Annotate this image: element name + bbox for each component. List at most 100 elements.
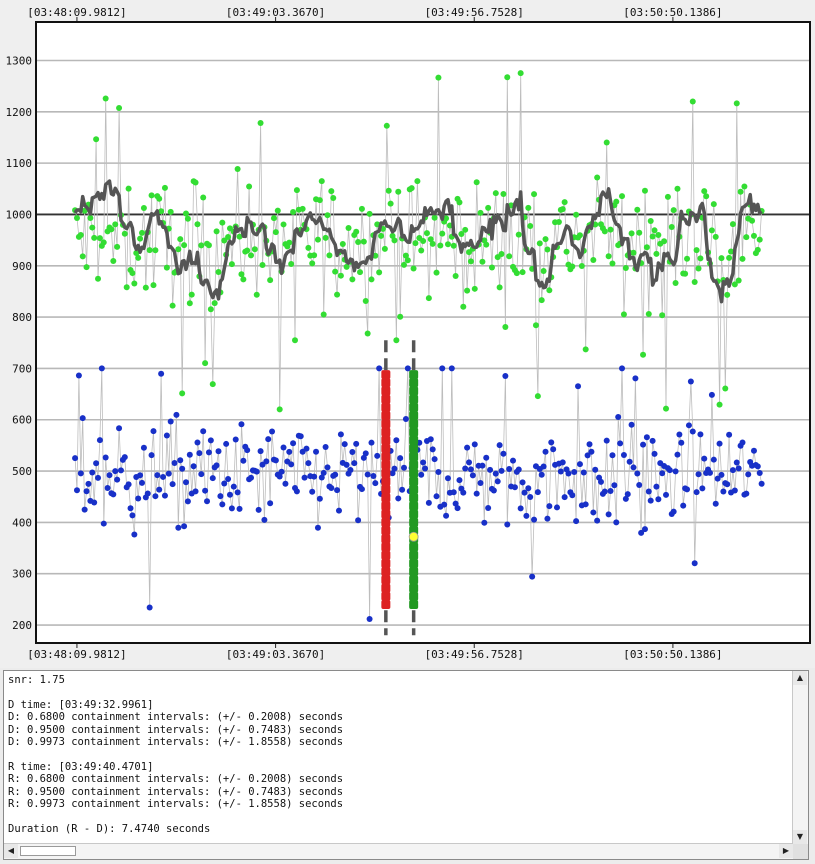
horizontal-scroll-thumb[interactable] [20, 846, 76, 856]
green-series-point [601, 228, 608, 235]
blue-series-point [288, 461, 295, 468]
green-series-point [649, 233, 656, 240]
blue-series-point [714, 475, 721, 482]
green-series-point [703, 193, 710, 200]
scroll-up-icon[interactable]: ▲ [793, 671, 807, 685]
green-series-point [437, 242, 444, 249]
green-series-point [129, 270, 136, 277]
green-series-point [228, 261, 235, 268]
log-panel[interactable]: snr: 1.75 D time: [03:49:32.9961] D: 0.680… [3, 670, 809, 860]
blue-series-point [613, 519, 620, 526]
blue-series-point [169, 481, 176, 488]
blue-series-point [213, 462, 220, 469]
blue-series-point [559, 459, 566, 466]
green-series-point [636, 229, 643, 236]
blue-series-point [217, 493, 224, 500]
blue-series-point [374, 452, 381, 459]
green-series-point [142, 284, 149, 291]
green-series-point [467, 258, 474, 265]
blue-series-point [395, 495, 402, 502]
blue-series-point [645, 488, 652, 495]
blue-series-point [280, 444, 287, 451]
blue-series-point [194, 439, 201, 446]
green-series-point [458, 230, 465, 237]
plot-frame [35, 21, 811, 644]
green-series-point [383, 122, 390, 129]
blue-series-point [186, 451, 193, 458]
green-series-point [148, 192, 155, 199]
green-series-point [712, 233, 719, 240]
green-series-point [737, 188, 744, 195]
blue-series-point [672, 468, 679, 475]
blue-series-point [439, 365, 446, 372]
green-series-point [532, 322, 539, 329]
blue-series-point [209, 475, 216, 482]
horizontal-scrollbar[interactable]: ◀ ▶ [4, 843, 793, 859]
green-series-point [655, 231, 662, 238]
green-series-point [343, 263, 350, 270]
blue-series-point [221, 480, 228, 487]
log-text[interactable]: snr: 1.75 D time: [03:49:32.9961] D: 0.680… [8, 674, 788, 841]
blue-series-point [538, 471, 545, 478]
blue-series-point [77, 470, 84, 477]
green-series-point [248, 252, 255, 259]
blue-series-point [582, 501, 589, 508]
r-marker-square [409, 509, 419, 519]
blue-series-point [726, 431, 733, 438]
green-series-point [640, 351, 647, 358]
green-series-point [150, 282, 157, 289]
green-series-point [672, 279, 679, 286]
blue-series-point [649, 437, 656, 444]
blue-series-point [228, 505, 235, 512]
green-series-point [291, 337, 298, 344]
blue-series-point [691, 560, 698, 567]
scroll-right-icon[interactable]: ▶ [779, 844, 793, 858]
blue-series-point [527, 493, 534, 500]
green-series-point [425, 295, 432, 302]
blue-series-point [131, 531, 138, 538]
blue-series-point [81, 506, 88, 513]
blue-series-point [427, 436, 434, 443]
blue-series-point [232, 436, 239, 443]
scroll-left-icon[interactable]: ◀ [4, 844, 18, 858]
blue-series-point [720, 488, 727, 495]
blue-series-point [609, 452, 616, 459]
green-series-point [506, 253, 513, 260]
blue-series-point [313, 448, 320, 455]
blue-series-point [569, 492, 576, 499]
blue-series-point [490, 487, 497, 494]
green-series-point [718, 255, 725, 262]
green-series-point [462, 226, 469, 233]
blue-series-point [647, 497, 654, 504]
green-series-point [161, 184, 168, 191]
green-series-point [83, 264, 90, 271]
d-marker-square [381, 378, 391, 388]
scroll-down-icon[interactable]: ▼ [793, 830, 807, 844]
green-series-point [619, 193, 626, 200]
r-marker-square [409, 452, 419, 462]
blue-series-point [544, 515, 551, 522]
d-marker-square [381, 411, 391, 421]
r-marker-square [409, 468, 419, 478]
blue-series-point [511, 484, 518, 491]
green-series-point [749, 217, 756, 224]
vertical-scrollbar[interactable]: ▲ ▼ [792, 671, 808, 844]
blue-series-point [504, 521, 511, 528]
blue-series-point [733, 459, 740, 466]
green-series-point [158, 208, 165, 215]
green-series-point [387, 200, 394, 207]
d-marker-square [381, 550, 391, 560]
blue-series-point [320, 469, 327, 476]
blue-series-point [234, 489, 241, 496]
d-marker-square [381, 501, 391, 511]
blue-series-point [322, 444, 329, 451]
blue-series-point [701, 455, 708, 462]
blue-series-point [173, 411, 180, 418]
blue-series-point [150, 428, 157, 435]
blue-series-point [754, 463, 761, 470]
d-marker-square [381, 485, 391, 495]
blue-series-point [464, 444, 471, 451]
blue-series-point [553, 504, 560, 511]
blue-series-point [110, 491, 117, 498]
green-series-point [502, 324, 509, 331]
